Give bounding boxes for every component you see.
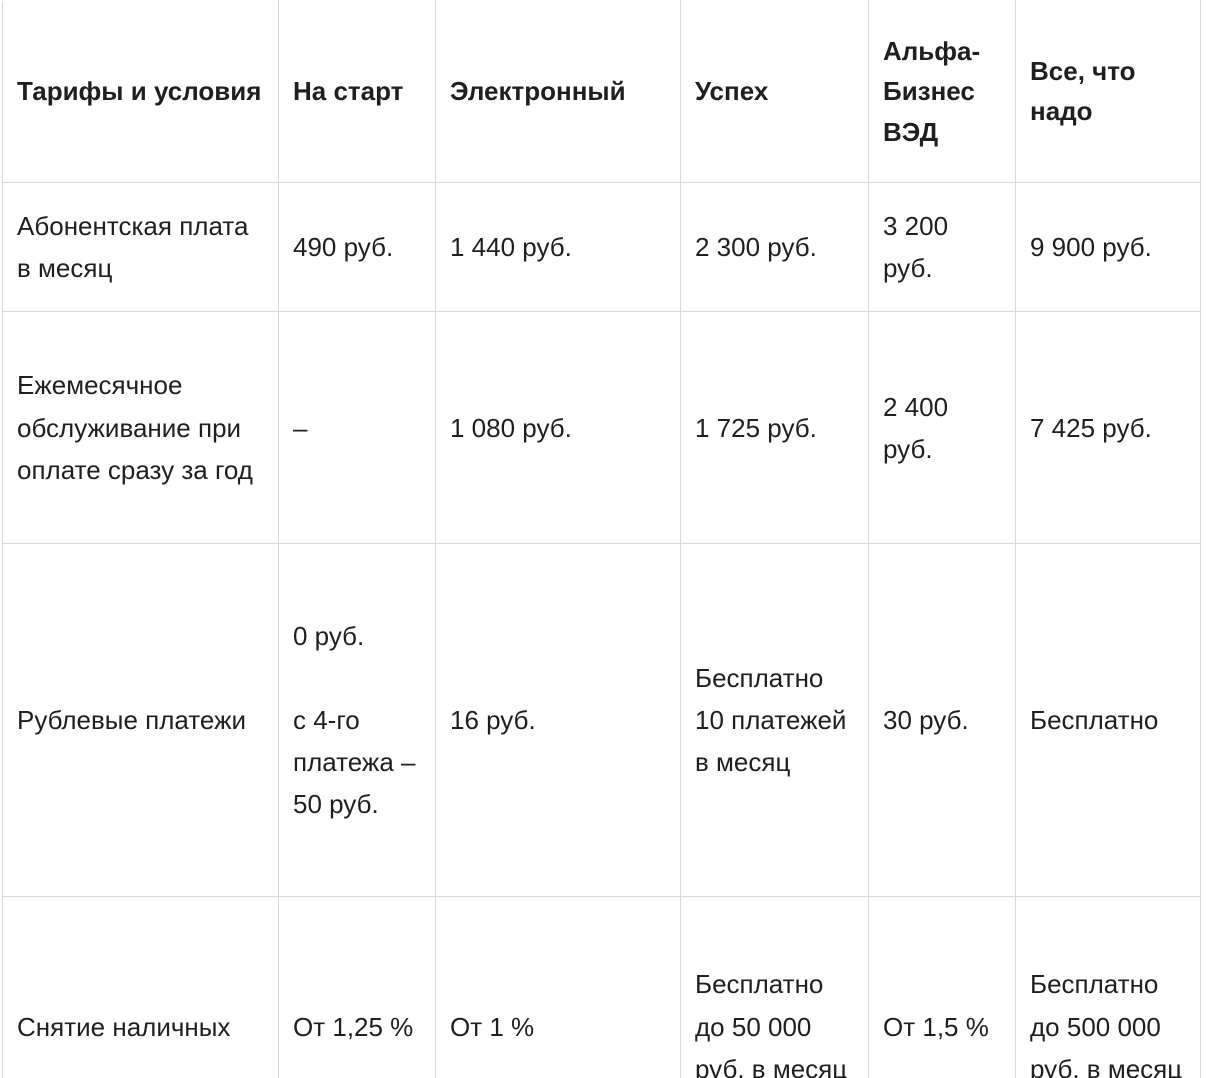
cell-annual-prepay-alfa-ved: 2 400 руб. [868,311,1016,545]
cell-cash-withdrawal-vse-chto-nado: Бесплатно до 500 000 руб. в месяц [1015,896,1201,1078]
row-label-subscription-fee: Абонентская плата в месяц [2,181,279,313]
cell-annual-prepay-na-start: – [278,311,436,545]
column-header-conditions: Тарифы и условия [2,0,279,183]
column-header-vse-chto-nado: Все, что надо [1015,0,1201,183]
cell-annual-prepay-electronic: 1 080 руб. [435,311,681,545]
cell-cash-withdrawal-electronic: От 1 % [435,896,681,1078]
column-header-alfa-business-ved: Альфа-Бизнес ВЭД [868,0,1016,183]
cell-annual-prepay-uspeh: 1 725 руб. [680,311,869,545]
table-row: Снятие наличных От 1,25 % От 1 % Бесплат… [2,896,1201,1078]
column-header-electronic: Электронный [435,0,681,183]
cell-subscription-fee-uspeh: 2 300 руб. [680,181,869,313]
table-row: Абонентская плата в месяц 490 руб. 1 440… [2,181,1201,313]
cell-ruble-payments-vse-chto-nado: Бесплатно [1015,543,1201,898]
row-label-ruble-payments: Рублевые платежи [2,543,279,898]
table-row: Рублевые платежи 0 руб. с 4-го платежа –… [2,543,1201,898]
cell-annual-prepay-vse-chto-nado: 7 425 руб. [1015,311,1201,545]
column-header-na-start: На старт [278,0,436,183]
cell-ruble-payments-na-start: 0 руб. с 4-го платежа – 50 руб. [278,543,436,898]
cell-ruble-payments-uspeh: Бесплатно 10 платежей в месяц [680,543,869,898]
cell-subscription-fee-electronic: 1 440 руб. [435,181,681,313]
cell-ruble-payments-alfa-ved: 30 руб. [868,543,1016,898]
cell-subscription-fee-na-start: 490 руб. [278,181,436,313]
table-header: Тарифы и условия На старт Электронный Ус… [2,0,1201,183]
cell-cash-withdrawal-alfa-ved: От 1,5 % [868,896,1016,1078]
table-header-row: Тарифы и условия На старт Электронный Ус… [2,0,1201,183]
cell-cash-withdrawal-na-start: От 1,25 % [278,896,436,1078]
table-row: Ежемесячное обслуживание при оплате сраз… [2,311,1201,545]
table-body: Абонентская плата в месяц 490 руб. 1 440… [2,181,1201,1078]
row-label-cash-withdrawal: Снятие наличных [2,896,279,1078]
cell-subscription-fee-vse-chto-nado: 9 900 руб. [1015,181,1201,313]
row-label-annual-prepay: Ежемесячное обслуживание при оплате сраз… [2,311,279,545]
column-header-uspeh: Успех [680,0,869,183]
cell-cash-withdrawal-uspeh: Бесплатно до 50 000 руб. в месяц [680,896,869,1078]
cell-ruble-payments-electronic: 16 руб. [435,543,681,898]
cell-subscription-fee-alfa-ved: 3 200 руб. [868,181,1016,313]
